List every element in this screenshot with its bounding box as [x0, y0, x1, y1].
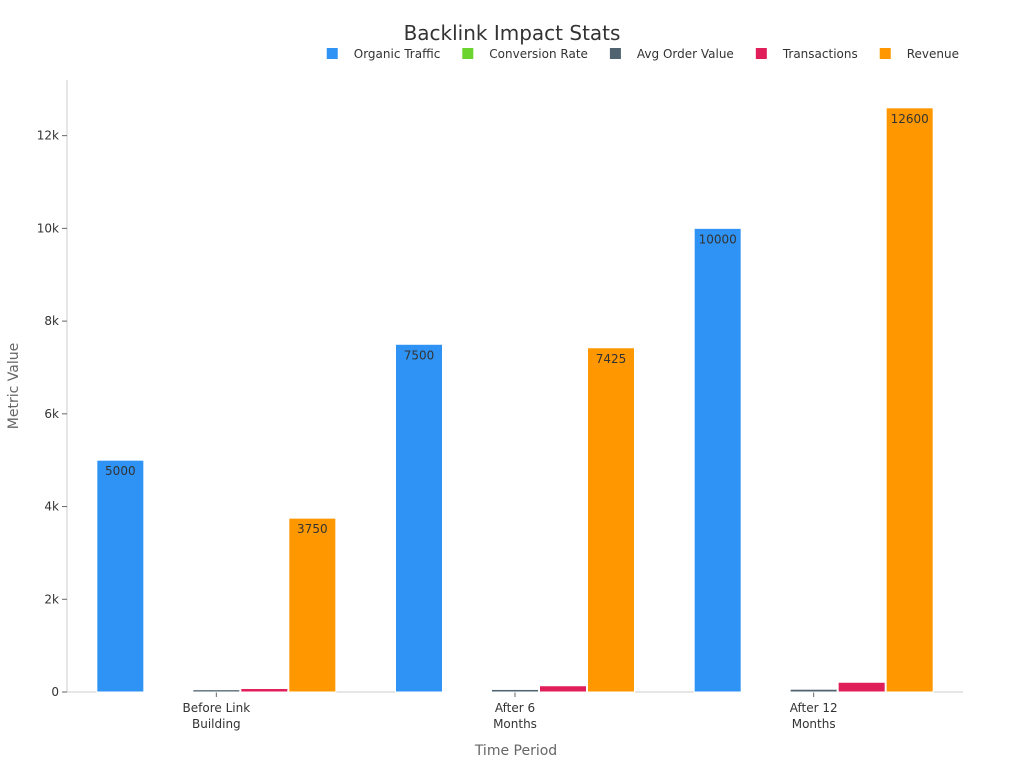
y-tick-label: 0: [51, 685, 59, 699]
data-label: 3750: [297, 522, 328, 536]
bar-avg-order-value[interactable]: [789, 688, 838, 693]
data-label: 12600: [891, 112, 929, 126]
legend-swatch: [879, 48, 891, 59]
x-tick-label-line: After 12: [790, 701, 838, 715]
bars: [96, 107, 934, 693]
bar-revenue[interactable]: [587, 347, 635, 693]
x-tick-label-line: Months: [792, 717, 836, 731]
legend-label: Transactions: [782, 47, 858, 61]
y-tick-label: 8k: [44, 314, 59, 328]
bar-avg-order-value[interactable]: [491, 688, 539, 693]
legend-item-organic-traffic[interactable]: Organic Traffic: [326, 47, 441, 61]
y-tick-label: 2k: [44, 592, 59, 606]
y-tick-label: 6k: [44, 407, 59, 421]
legend-item-transactions[interactable]: Transactions: [755, 47, 858, 61]
legend-swatch: [609, 48, 621, 59]
legend: Organic Traffic Conversion Rate Avg Order …: [326, 47, 959, 61]
x-tick-label-line: Months: [493, 717, 537, 731]
legend-label: Organic Traffic: [354, 47, 441, 61]
legend-swatch: [462, 48, 474, 59]
data-labels: 5000 3750 7500 7425 10000 12600: [105, 112, 929, 536]
bar-revenue[interactable]: [288, 517, 337, 693]
data-label: 5000: [105, 464, 136, 478]
bar-organic-traffic[interactable]: [693, 227, 742, 693]
legend-item-revenue[interactable]: Revenue: [879, 47, 959, 61]
y-tick-label: 10k: [37, 221, 59, 235]
legend-label: Avg Order Value: [637, 47, 734, 61]
x-tick-label: Before Link Building: [183, 701, 251, 731]
x-tick-label-line: Before Link: [183, 701, 251, 715]
x-tick-label: After 12 Months: [790, 701, 838, 731]
legend-item-avg-order-value[interactable]: Avg Order Value: [609, 47, 734, 61]
chart-title: Backlink Impact Stats: [404, 21, 621, 45]
x-tick-label-line: After 6: [495, 701, 535, 715]
x-tick-label: After 6 Months: [493, 701, 537, 731]
y-axis: 0 2k 4k 6k 8k 10k 12k: [37, 80, 68, 699]
bar-revenue[interactable]: [885, 107, 934, 693]
data-label: 7500: [404, 348, 435, 362]
legend-swatch: [755, 48, 767, 59]
bar-organic-traffic[interactable]: [395, 343, 443, 693]
y-axis-title: Metric Value: [6, 343, 22, 429]
legend-label: Revenue: [907, 47, 959, 61]
data-label: 7425: [596, 352, 627, 366]
bar-organic-traffic[interactable]: [96, 459, 145, 693]
data-label: 10000: [699, 232, 737, 246]
bar-avg-order-value[interactable]: [192, 689, 241, 693]
y-tick-label: 4k: [44, 500, 59, 514]
legend-item-conversion-rate[interactable]: Conversion Rate: [462, 47, 588, 61]
y-tick-label: 12k: [37, 129, 59, 143]
x-tick-label-line: Building: [192, 717, 241, 731]
bar-transactions[interactable]: [240, 688, 289, 693]
legend-swatch: [326, 48, 338, 59]
legend-label: Conversion Rate: [489, 47, 588, 61]
x-axis-title: Time Period: [474, 743, 557, 759]
bar-transactions[interactable]: [539, 685, 587, 693]
bar-transactions[interactable]: [837, 681, 886, 693]
